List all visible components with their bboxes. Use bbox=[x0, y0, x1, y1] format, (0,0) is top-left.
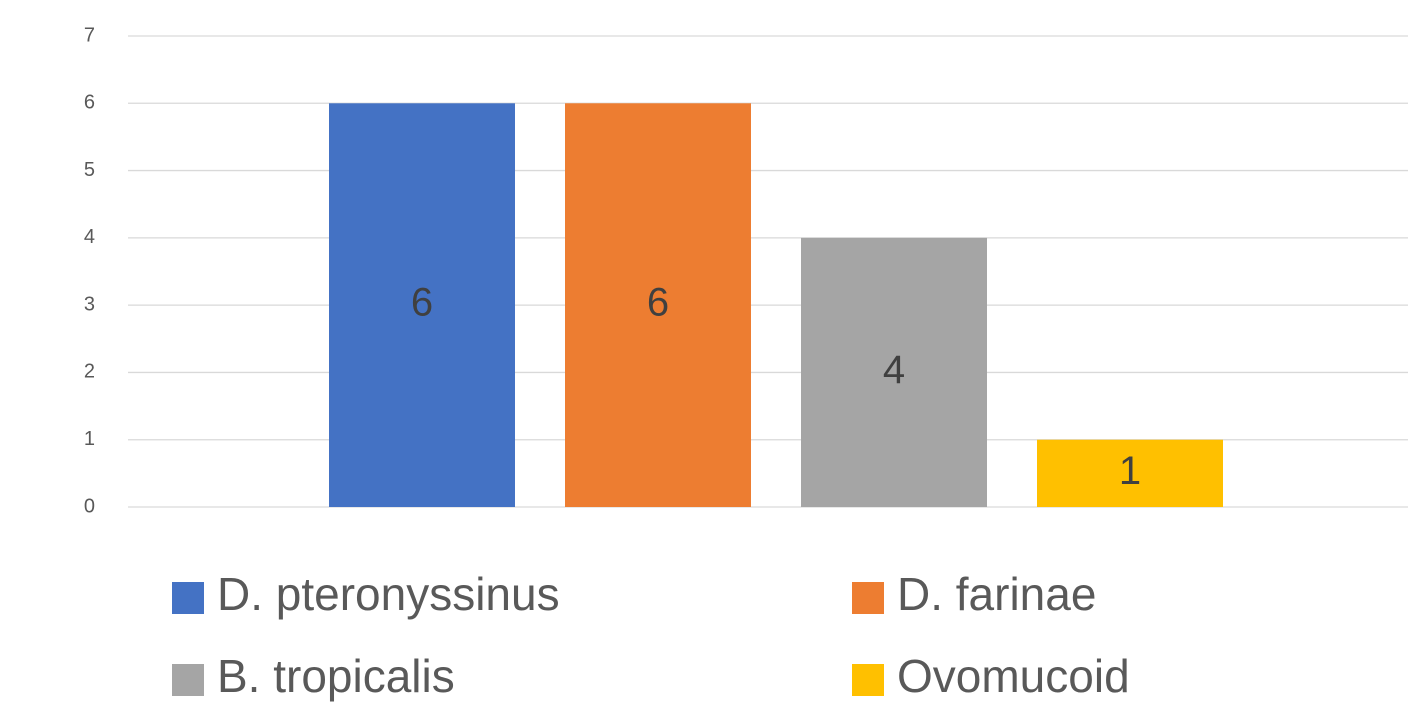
y-tick-label: 6 bbox=[84, 92, 95, 114]
y-tick-label: 7 bbox=[84, 24, 95, 46]
legend-swatch bbox=[852, 664, 884, 696]
y-tick-label: 4 bbox=[84, 226, 95, 248]
legend-label: D. farinae bbox=[897, 568, 1096, 620]
legend-swatch bbox=[852, 582, 884, 614]
y-tick-label: 5 bbox=[84, 159, 95, 181]
legend-swatch bbox=[172, 664, 204, 696]
legend-label: D. pteronyssinus bbox=[217, 568, 560, 620]
data-label: 6 bbox=[411, 281, 433, 325]
data-label: 6 bbox=[647, 281, 669, 325]
data-label: 4 bbox=[883, 348, 905, 392]
y-tick-label: 2 bbox=[84, 361, 95, 383]
data-label: 1 bbox=[1119, 449, 1141, 493]
bar bbox=[801, 237, 987, 507]
y-tick-label: 0 bbox=[84, 495, 95, 517]
y-tick-label: 1 bbox=[84, 428, 95, 450]
bar bbox=[1037, 439, 1223, 507]
legend-swatch bbox=[172, 582, 204, 614]
y-tick-label: 3 bbox=[84, 293, 95, 315]
bar bbox=[329, 103, 515, 508]
legend-label: Ovomucoid bbox=[897, 650, 1130, 702]
legend-label: B. tropicalis bbox=[217, 650, 455, 702]
bar bbox=[565, 103, 751, 508]
